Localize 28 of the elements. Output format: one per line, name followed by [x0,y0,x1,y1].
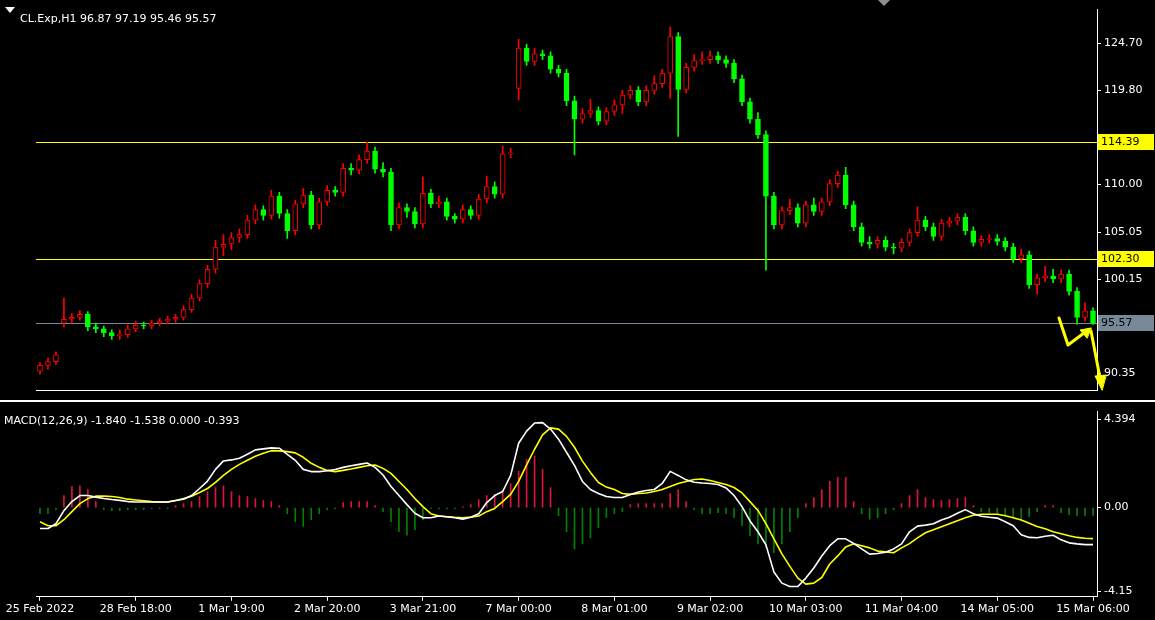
y-tick-label: 0.00 [1104,500,1129,514]
x-tick-label: 1 Mar 19:00 [198,602,265,616]
x-tick-label: 8 Mar 01:00 [581,602,648,616]
x-tick-label: 15 Mar 06:00 [1056,602,1130,616]
candlestick [140,321,147,330]
chart-title: MACD(12,26,9) -1.840 -1.538 0.000 -0.393 [4,413,240,427]
y-tick-label: 4.394 [1104,412,1136,426]
chart-title: CL.Exp,H1 96.87 97.19 95.46 95.57 [20,11,217,25]
x-tick-label: 10 Mar 03:00 [769,602,843,616]
x-tick-label: 11 Mar 04:00 [864,602,939,616]
x-tick-label: 14 Mar 05:00 [960,602,1035,616]
y-tick-label: 100.15 [1104,272,1143,286]
x-tick-label: 2 Mar 20:00 [293,602,361,616]
y-tick-label: 110.00 [1104,177,1143,191]
x-tick-label: 3 Mar 21:00 [389,602,457,616]
x-tick-label: 7 Mar 00:00 [485,602,552,616]
y-tick-label: 90.35 [1104,366,1136,380]
y-tick-label: -4.15 [1104,584,1133,598]
ref-line-label: 102.30 [1101,251,1140,265]
x-tick-label: 28 Feb 18:00 [99,602,172,616]
ref-line-label: 114.39 [1101,134,1140,148]
x-tick-label: 9 Mar 02:00 [676,602,744,616]
y-tick-label: 124.70 [1104,36,1143,50]
y-tick-label: 105.05 [1104,225,1143,239]
candlestick [348,163,354,176]
ref-line-label: 95.57 [1101,315,1133,329]
x-tick-label: 25 Feb 2022 [5,602,75,616]
y-tick-label: 119.80 [1104,83,1143,97]
